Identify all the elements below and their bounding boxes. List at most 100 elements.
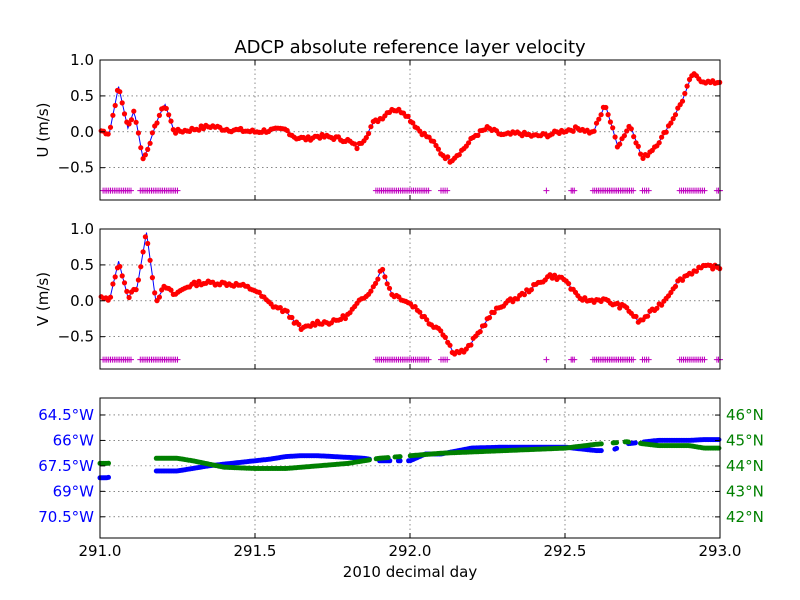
u-ytick-label: 0.0 <box>70 123 94 141</box>
latitude-tick-label: 43°N <box>726 482 764 500</box>
u-point <box>640 155 646 161</box>
u-point <box>638 151 644 157</box>
v-point <box>117 263 123 270</box>
u-flag-marker <box>645 187 652 194</box>
u-flag-marker <box>701 187 708 194</box>
u-point <box>435 146 441 152</box>
u-ytick-label: 1.0 <box>70 51 94 69</box>
v-point <box>156 294 162 300</box>
v-point <box>152 290 158 296</box>
v-point <box>168 287 174 293</box>
u-point <box>656 140 662 146</box>
u-point <box>128 117 135 123</box>
u-point <box>610 125 616 131</box>
v-point <box>368 288 374 294</box>
v-ylabel: V (m/s) <box>34 272 52 326</box>
v-flag-marker <box>701 356 708 363</box>
longitude-point <box>598 448 604 454</box>
u-point <box>668 120 674 126</box>
chart-title: ADCP absolute reference layer velocity <box>234 37 586 58</box>
u-point <box>596 116 602 122</box>
u-point <box>682 90 688 97</box>
v-point <box>659 302 665 308</box>
v-flag-marker <box>425 356 432 363</box>
v-flag-marker <box>128 356 134 363</box>
v-point <box>149 275 155 281</box>
v-point <box>477 329 483 335</box>
longitude-tick-label: 66°W <box>53 431 95 449</box>
v-point <box>384 281 390 287</box>
latitude-point <box>716 445 722 451</box>
u-point <box>154 120 160 126</box>
u-point <box>617 141 623 147</box>
x-axis-label: 2010 decimal day <box>343 563 478 581</box>
u-flag-marker <box>425 187 432 194</box>
v-point <box>468 342 474 348</box>
u-point <box>659 134 665 140</box>
x-tick-label: 292.0 <box>389 542 432 560</box>
v-point <box>380 266 386 273</box>
v-point <box>672 283 679 289</box>
v-point <box>124 288 130 294</box>
v-point <box>296 321 302 328</box>
x-tick-label: 293.0 <box>699 542 742 560</box>
u-axes-frame <box>99 59 721 201</box>
u-point <box>168 118 174 124</box>
u-point <box>140 156 146 162</box>
u-ytick-label: 0.5 <box>70 87 94 105</box>
u-ytick-label: −0.5 <box>58 159 94 177</box>
u-flag-marker <box>444 187 451 194</box>
v-point <box>486 315 493 321</box>
u-point <box>684 83 690 89</box>
v-point <box>147 257 153 263</box>
u-point <box>107 124 114 130</box>
v-point <box>256 289 262 295</box>
u-point <box>431 138 437 144</box>
v-flag-marker <box>174 356 181 363</box>
v-flag-marker <box>444 356 451 363</box>
v-point <box>417 309 423 315</box>
u-point <box>112 102 118 109</box>
u-point <box>105 131 111 137</box>
latitude-tick-label: 42°N <box>726 508 764 526</box>
latitude-point <box>106 460 111 466</box>
u-point <box>149 130 155 136</box>
v-point <box>112 274 118 280</box>
v-flag-marker <box>571 356 578 363</box>
v-point <box>133 287 139 293</box>
position-panel: 64.5°W 66°W 67.5°W 69°W 70.5°W 46°N 45°N 44°N 4… <box>38 397 764 560</box>
x-tick-label: 291.0 <box>79 542 122 560</box>
v-point <box>126 294 132 301</box>
v-point <box>277 305 283 311</box>
v-axes-frame <box>99 228 721 370</box>
longitude-tick-label: 70.5°W <box>38 508 94 526</box>
v-flag-marker <box>645 356 652 363</box>
u-point <box>166 112 172 118</box>
v-point <box>528 287 535 293</box>
u-point <box>603 104 609 111</box>
v-point <box>438 328 444 334</box>
u-point <box>121 111 128 117</box>
u-point <box>368 124 374 130</box>
u-point <box>612 134 618 140</box>
u-point <box>631 134 637 140</box>
u-point <box>138 145 144 151</box>
u-point <box>366 130 372 137</box>
v-point <box>121 280 128 286</box>
v-point <box>382 274 388 280</box>
u-point <box>593 120 600 126</box>
u-point <box>628 126 634 132</box>
u-velocity-panel: −0.5 0.0 0.5 1.0 U (m/s) <box>34 51 723 201</box>
u-point <box>126 121 132 127</box>
u-point <box>142 152 148 158</box>
u-point <box>163 105 169 112</box>
u-point <box>621 133 628 139</box>
v-point <box>142 234 148 240</box>
v-point <box>138 264 144 270</box>
longitude-tick-label: 64.5°W <box>38 406 94 424</box>
v-point <box>491 309 497 316</box>
v-point <box>442 334 448 340</box>
v-point <box>140 249 146 255</box>
u-point <box>607 119 614 125</box>
